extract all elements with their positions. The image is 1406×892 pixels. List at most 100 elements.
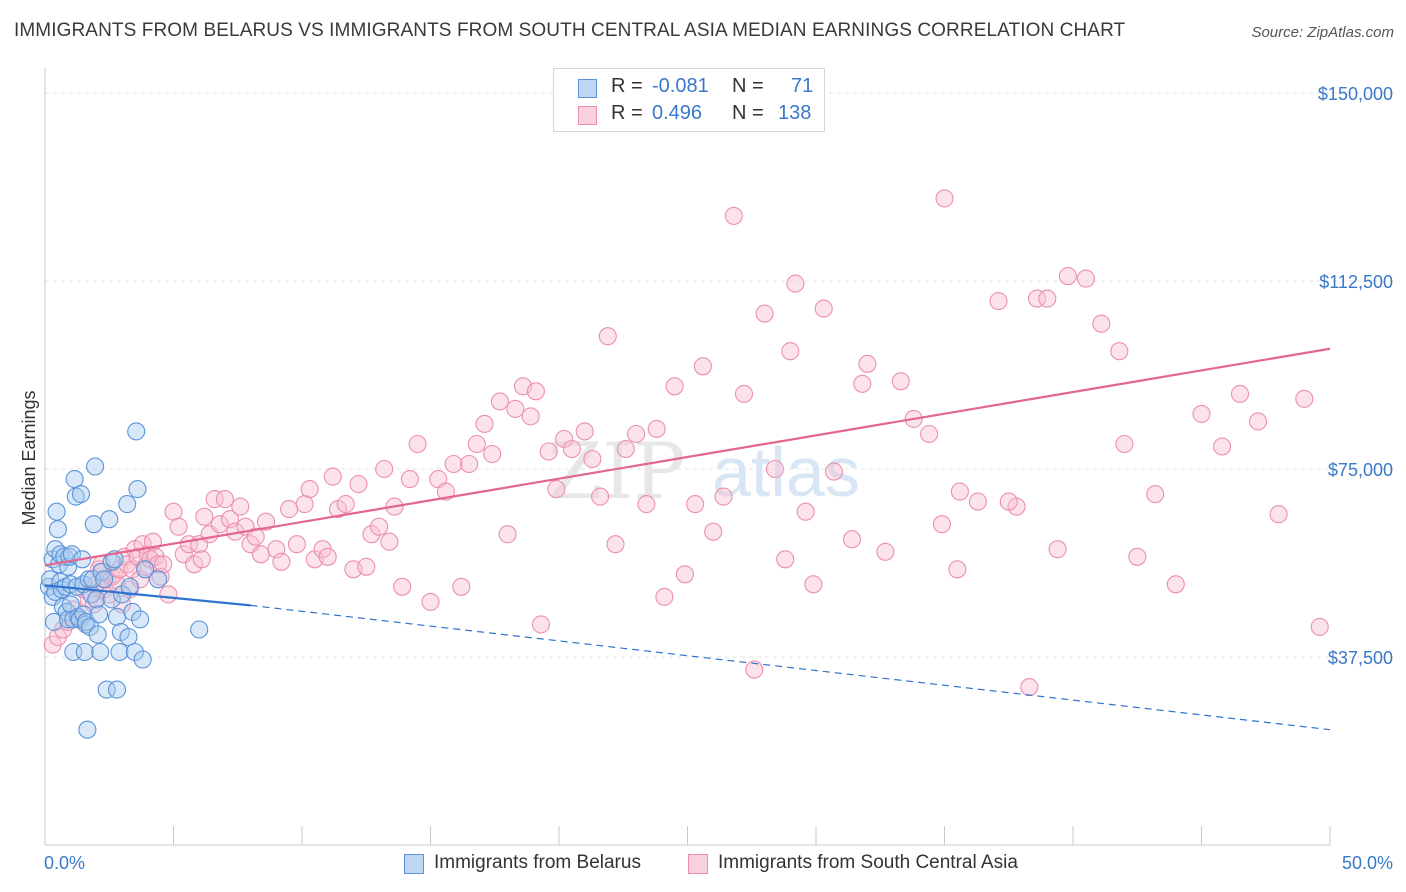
sca-point [724, 206, 743, 225]
legend-n-label: N = [732, 75, 764, 97]
belarus-point [97, 680, 116, 699]
sca-point [483, 444, 502, 464]
sca-point [215, 490, 234, 509]
sca-trend-line [44, 347, 1331, 567]
sca-point [1128, 547, 1147, 566]
legend-label-belarus: Immigrants from Belarus [434, 852, 641, 873]
sca-point [796, 502, 815, 521]
sca-point [781, 342, 800, 361]
sca-point [498, 525, 517, 544]
sca-point [704, 522, 723, 541]
sca-point [1213, 437, 1232, 456]
belarus-point [100, 510, 119, 529]
legend-row-sca: R = 0.496 N = 138 [554, 102, 824, 128]
sca-point [714, 487, 733, 506]
belarus-point [47, 502, 66, 521]
watermark: ZIP atlas [548, 427, 860, 517]
sca-point [205, 490, 224, 509]
sca-point [1020, 678, 1039, 697]
sca-point [154, 555, 173, 574]
sca-point [1038, 289, 1057, 308]
sca-point [598, 327, 617, 346]
sca-point [935, 189, 954, 208]
belarus-point [123, 602, 142, 621]
legend-n-value: 71 [791, 75, 814, 97]
sca-point [1230, 384, 1250, 403]
sca-point [323, 467, 342, 486]
sca-point [1076, 269, 1095, 288]
watermark-zip: ZIP [548, 427, 686, 517]
y-tick-label: $150,000 [1318, 84, 1393, 104]
sca-point [506, 399, 525, 418]
belarus-point [95, 570, 114, 589]
legend-r-value: 0.496 [652, 102, 703, 124]
sca-point [745, 660, 764, 679]
trend-lines [44, 347, 1331, 731]
belarus-point [65, 470, 84, 489]
belarus-point [44, 612, 64, 631]
sca-point [490, 392, 509, 411]
sca-point [786, 274, 805, 293]
sca-point [256, 512, 276, 531]
belarus-point [75, 642, 94, 662]
sca-point [349, 475, 368, 494]
sca-point [647, 419, 666, 438]
sca-point [300, 480, 319, 499]
legend-n-value: 138 [778, 102, 812, 124]
belarus-point [91, 642, 110, 662]
belarus-point [66, 487, 85, 506]
sca-point [1192, 404, 1211, 423]
sca-point [858, 354, 877, 373]
sca-point [521, 407, 540, 426]
belarus-point [88, 625, 107, 644]
sca-point [686, 495, 705, 514]
sca-point [380, 532, 399, 551]
belarus-point [71, 485, 91, 504]
sca-point [421, 592, 440, 611]
sca-point [591, 487, 610, 506]
sca-point [460, 454, 479, 474]
watermark-atlas: atlas [712, 433, 860, 511]
sca-point [765, 459, 784, 479]
belarus-point [149, 570, 168, 589]
sca-point [195, 507, 214, 526]
grid-layer [45, 92, 1395, 658]
belarus-point [128, 480, 147, 499]
belarus-point [89, 605, 109, 624]
x-ticks [44, 826, 1331, 845]
sca-point [555, 429, 574, 449]
legend-r-label: R = [611, 102, 643, 124]
sca-point [1110, 342, 1129, 361]
sca-point [146, 547, 165, 566]
sca-point [1248, 412, 1268, 431]
sca-point [408, 434, 427, 454]
legend-swatch-belarus [404, 854, 424, 874]
sca-point [164, 502, 183, 521]
legend-swatch-belarus [578, 79, 597, 98]
sca-point [932, 515, 951, 534]
series-belarus-points [39, 422, 209, 739]
sca-point [616, 439, 635, 459]
sca-point [370, 517, 389, 536]
sca-point [968, 492, 987, 511]
sca-point [1048, 540, 1067, 559]
belarus-point [107, 680, 127, 699]
belarus-point [110, 642, 129, 662]
belarus-point [190, 620, 209, 639]
x-tick-label-min: 0.0% [44, 853, 85, 873]
sca-point [1310, 617, 1329, 636]
sca-point [693, 357, 712, 376]
sca-point [452, 577, 471, 596]
x-tick-label-max: 50.0% [1342, 853, 1393, 873]
sca-point [920, 424, 939, 444]
legend-swatch-sca [688, 854, 708, 874]
sca-point [1027, 289, 1047, 308]
sca-point [627, 424, 646, 444]
legend-label-sca: Immigrants from South Central Asia [718, 852, 1018, 873]
sca-point [357, 557, 376, 576]
sca-point [159, 585, 178, 604]
legend-swatch-sca [578, 106, 597, 125]
sca-point [547, 480, 566, 499]
sca-point [192, 550, 211, 569]
